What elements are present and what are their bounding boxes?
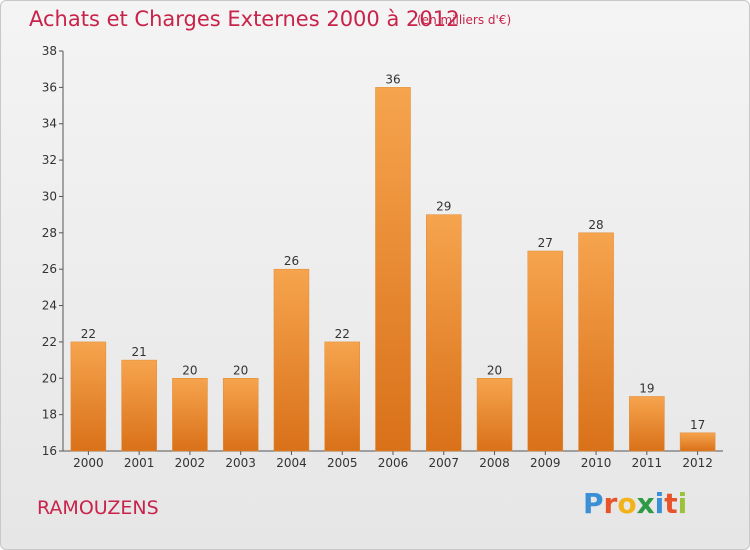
x-tick-label: 2011 <box>632 456 663 470</box>
bar-2011 <box>629 396 665 452</box>
y-tick-label: 18 <box>42 408 57 422</box>
y-tick-label: 34 <box>42 117 57 131</box>
y-tick-label: 26 <box>42 262 57 276</box>
bar-2005 <box>324 341 360 452</box>
x-tick-label: 2000 <box>73 456 104 470</box>
location-name: RAMOUZENS <box>37 497 159 519</box>
bar-2010 <box>578 232 614 452</box>
x-tick-label: 2001 <box>124 456 155 470</box>
bar-2001 <box>121 359 157 452</box>
y-tick-label: 30 <box>42 189 57 203</box>
x-tick-label: 2012 <box>682 456 713 470</box>
bar-2004 <box>273 268 310 452</box>
x-tick-label: 2006 <box>378 456 409 470</box>
x-tick-label: 2007 <box>428 456 459 470</box>
x-tick-label: 2010 <box>581 456 612 470</box>
y-tick-label: 20 <box>42 371 57 385</box>
bar-value-label: 29 <box>436 200 451 214</box>
bar-value-label: 36 <box>385 72 400 86</box>
bar-2003 <box>222 378 259 452</box>
y-tick-label: 24 <box>42 299 57 313</box>
bar-value-label: 22 <box>335 327 350 341</box>
bar-value-label: 20 <box>233 363 248 377</box>
x-tick-label: 2008 <box>479 456 510 470</box>
bar-2008 <box>476 378 513 452</box>
bar-value-label: 19 <box>639 381 654 395</box>
x-tick-label: 2002 <box>175 456 206 470</box>
bar-value-label: 21 <box>132 345 147 359</box>
y-tick-label: 16 <box>42 444 57 458</box>
bar-value-label: 22 <box>81 327 96 341</box>
bar-2007 <box>426 214 462 452</box>
x-tick-label: 2005 <box>327 456 358 470</box>
bar-value-label: 26 <box>284 254 299 268</box>
bar-value-label: 20 <box>182 363 197 377</box>
x-tick-label: 2003 <box>225 456 256 470</box>
y-tick-label: 36 <box>42 80 57 94</box>
y-tick-label: 22 <box>42 335 57 349</box>
x-tick-label: 2004 <box>276 456 307 470</box>
bar-value-label: 27 <box>538 236 553 250</box>
bar-2006 <box>375 87 411 452</box>
chart-title: Achats et Charges Externes 2000 à 2012 <box>29 7 460 31</box>
x-tick-label: 2009 <box>530 456 561 470</box>
bar-value-label: 17 <box>690 418 705 432</box>
proxiti-logo: Proxiti <box>583 487 688 520</box>
bar-value-label: 20 <box>487 363 502 377</box>
y-tick-label: 38 <box>42 44 57 58</box>
bar-2000 <box>70 341 107 452</box>
bar-2012 <box>679 432 716 452</box>
bar-2009 <box>527 250 564 452</box>
y-tick-label: 28 <box>42 226 57 240</box>
y-tick-label: 32 <box>42 153 57 167</box>
bar-value-label: 28 <box>588 218 603 232</box>
chart-unit: (en milliers d'€) <box>417 13 512 27</box>
bar-2002 <box>172 378 208 452</box>
